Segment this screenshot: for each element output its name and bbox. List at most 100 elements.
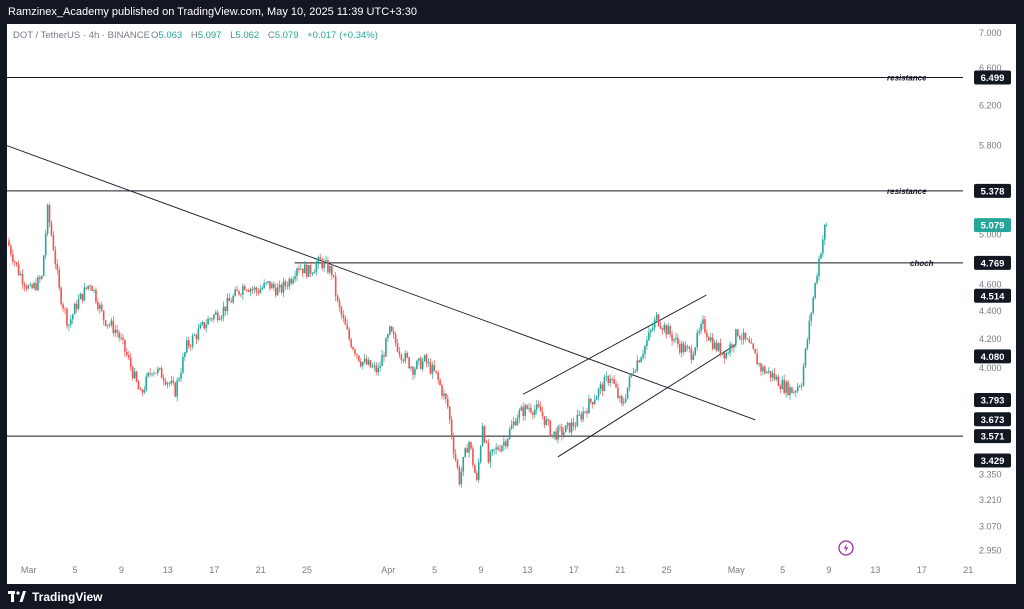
candle-body [390,326,393,332]
price-chart[interactable]: 7.000 6.600 6.200 5.800 5.000 4.600 4.400 4.200… [6,24,1016,584]
candle-body [729,344,731,354]
candle-body [340,307,343,315]
candle-body [505,441,507,447]
x-tick-label: May [728,565,746,575]
candle-body [336,295,339,301]
candle-body [744,332,747,339]
candle-body [110,320,113,325]
candle-body [628,376,631,388]
candle-body [236,289,238,291]
candle-body [543,415,546,425]
candle-body [785,381,787,393]
low-label: L [230,30,235,41]
candle-body [570,422,573,433]
candle-body [191,335,194,347]
publish-line: Ramzinex_Academy published on TradingVie… [8,6,417,18]
candle-body [75,303,78,309]
candle-body [365,358,368,365]
candle-body [804,348,807,367]
candle-body [99,304,101,309]
candle-body [385,338,387,357]
candle-body [787,381,789,395]
candle-body [462,457,465,472]
candle-body [632,372,635,374]
candle-body [412,367,414,375]
candle-body [267,281,269,283]
candle-body [613,379,615,384]
candle-body [460,471,463,485]
candle-body [338,300,341,308]
candle-body [684,346,687,352]
candle-body [466,448,468,453]
replay-circle[interactable] [838,540,854,556]
candle-body [812,297,814,313]
candle-body [764,366,766,374]
candle-body [611,378,613,380]
x-tick-label: 25 [662,565,672,575]
candle-body [363,358,366,362]
candle-body [153,372,155,374]
ohlc-legend: O5.063 H5.097 L5.062 C5.079 +0.017 (+0.3… [151,30,378,41]
level-tag-label: 6.499 [981,73,1005,84]
candle-body [814,282,816,298]
candle-body [398,351,401,355]
candle-body [622,402,625,404]
candle-body [810,312,813,321]
candle-body [624,398,627,403]
candle-body [292,279,294,284]
open-label: O [151,30,158,41]
candle-body [537,404,540,407]
candle-body [425,355,428,364]
candle-body [112,320,115,334]
candle-body [789,387,791,395]
close-value: 5.079 [275,30,299,41]
candle-body [630,373,633,377]
candle-body [13,261,16,263]
candle-body [800,385,803,387]
replay-button[interactable] [838,540,854,556]
candle-body [468,442,470,453]
candle-body [474,464,476,473]
trendline [6,145,756,421]
candle-body [160,367,163,379]
candle-body [332,274,335,277]
candle-body [70,319,72,325]
candle-body [489,452,492,463]
tradingview-logo-icon[interactable] [8,591,26,602]
price-tag-label: 3.673 [981,415,1005,426]
candle-body [644,345,646,354]
candle-body [157,368,159,373]
candle-body [663,325,666,331]
candle-body [29,284,31,286]
level-tag-box [974,255,1011,270]
candle-body [756,353,758,365]
candle-body [539,406,542,412]
candle-body [242,286,244,295]
candle-body [530,407,532,413]
candle-body [282,281,285,293]
candle-body [21,274,24,284]
candle-body [238,290,240,295]
open-value: 5.063 [158,30,182,41]
price-tag-label: 5.079 [981,221,1005,232]
candle-body [162,378,165,381]
candle-body [83,287,86,301]
candle-body [71,314,74,320]
candle-body [418,358,420,361]
candle-body [559,426,561,428]
high-value: 5.097 [198,30,222,41]
candle-body [244,286,246,290]
y-tick-label: 3.210 [979,495,1002,505]
candle-body [452,436,455,454]
candle-body [358,355,360,362]
candle-body [81,293,84,301]
candle-body [371,366,374,368]
chart-canvas[interactable]: 7.000 6.600 6.200 5.800 5.000 4.600 4.400 4.200… [6,24,1016,584]
candle-body [675,337,677,340]
candle-body [795,391,797,393]
candle-body [315,264,318,272]
candle-body [524,405,526,417]
y-tick-label: 7.000 [979,28,1002,38]
candle-body [369,360,372,368]
